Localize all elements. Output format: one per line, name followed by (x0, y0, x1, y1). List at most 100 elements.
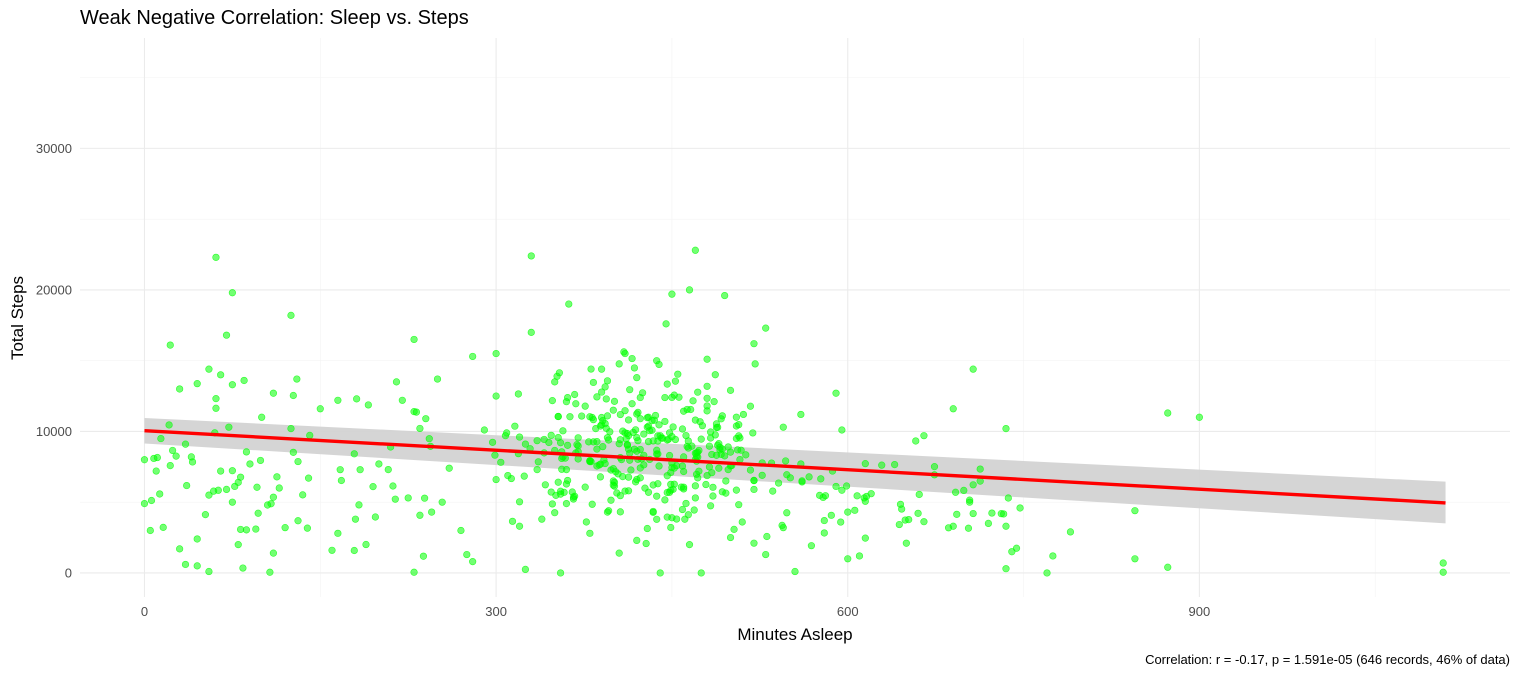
data-point (533, 437, 541, 445)
data-point (527, 252, 535, 260)
data-point (266, 568, 274, 576)
data-point (568, 488, 576, 496)
data-point (930, 463, 939, 471)
data-point (581, 483, 589, 491)
data-point (153, 453, 161, 462)
data-point (707, 434, 715, 442)
data-point (1195, 413, 1203, 421)
data-point (691, 494, 699, 502)
data-point (984, 519, 993, 528)
data-point (844, 508, 852, 516)
data-point (469, 558, 477, 566)
data-point (615, 440, 623, 448)
data-point (316, 405, 324, 413)
data-point (616, 492, 624, 500)
data-point (832, 482, 840, 491)
data-point (193, 562, 201, 570)
data-point (353, 395, 361, 403)
data-point (636, 415, 644, 423)
data-point (589, 378, 597, 387)
data-point (595, 461, 603, 469)
data-point (172, 452, 180, 460)
data-point (696, 418, 704, 426)
data-point (566, 413, 574, 421)
data-point (252, 525, 260, 533)
data-point (507, 474, 515, 483)
data-point (193, 535, 201, 543)
data-point (678, 505, 687, 514)
data-point (707, 502, 715, 510)
data-point (668, 290, 676, 298)
data-point (212, 253, 220, 261)
data-point (702, 480, 710, 489)
data-point (703, 402, 711, 410)
data-point (515, 433, 524, 441)
data-point (564, 441, 572, 449)
data-point (746, 402, 755, 410)
data-point (861, 534, 869, 542)
data-point (389, 482, 397, 490)
data-point (1002, 565, 1010, 573)
data-point (362, 540, 370, 549)
data-point (159, 523, 167, 531)
data-point (690, 506, 698, 514)
data-point (574, 434, 582, 442)
data-point (838, 486, 846, 494)
x-tick-label: 900 (1189, 604, 1211, 619)
data-point (289, 391, 297, 400)
data-point (569, 495, 578, 503)
data-point (217, 467, 225, 475)
data-point (964, 524, 973, 532)
data-point (862, 492, 871, 501)
data-point (303, 524, 311, 532)
data-point (234, 541, 242, 549)
data-point (140, 456, 149, 464)
data-point (616, 508, 624, 516)
data-point (601, 383, 609, 391)
data-point (574, 455, 582, 463)
data-point (304, 474, 313, 482)
data-point (636, 393, 644, 402)
data-point (166, 461, 174, 470)
chart-title: Weak Negative Correlation: Sleep vs. Ste… (80, 7, 469, 29)
data-point (273, 473, 281, 481)
data-point (758, 471, 766, 479)
data-point (222, 485, 231, 494)
data-point (912, 437, 920, 445)
data-point (739, 410, 748, 419)
data-point (683, 405, 691, 414)
data-point (593, 393, 601, 401)
data-point (782, 457, 790, 465)
data-point (751, 360, 759, 368)
data-point (521, 565, 530, 574)
data-point (844, 555, 852, 563)
data-point (603, 377, 612, 385)
data-point (653, 446, 661, 454)
data-point (205, 567, 213, 576)
data-point (658, 434, 667, 442)
data-point (410, 335, 418, 344)
data-point (597, 388, 606, 396)
data-point (697, 435, 705, 443)
data-point (920, 432, 928, 440)
data-point (817, 475, 825, 483)
data-point (951, 488, 960, 496)
data-point (157, 434, 165, 443)
data-point (642, 539, 650, 548)
data-point (176, 385, 184, 393)
data-point (294, 517, 302, 525)
data-point (861, 460, 869, 468)
data-point (633, 433, 641, 442)
data-point (663, 513, 671, 521)
data-point (228, 289, 236, 297)
data-point (853, 492, 861, 500)
data-point (610, 478, 619, 486)
data-point (730, 525, 738, 533)
confidence-band (144, 417, 1446, 524)
data-point (750, 340, 758, 348)
data-point (355, 501, 363, 509)
data-point (902, 539, 910, 547)
data-point (721, 452, 729, 460)
data-point (711, 371, 719, 379)
data-point (422, 415, 430, 423)
